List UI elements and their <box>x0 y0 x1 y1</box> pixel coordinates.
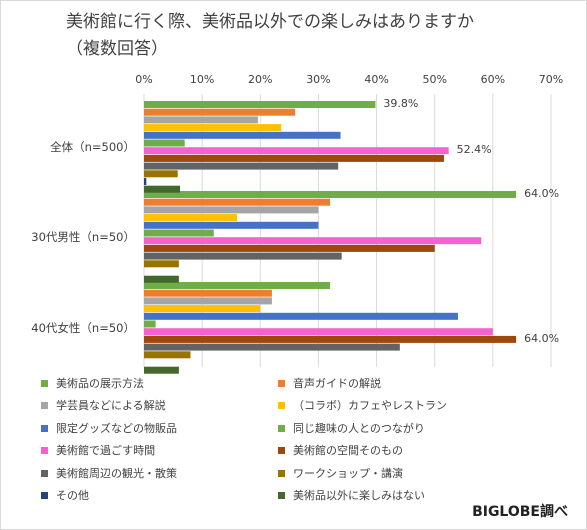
legend-label: その他 <box>56 489 89 502</box>
bar <box>144 170 178 178</box>
legend-label: 美術館周辺の観光・散策 <box>56 466 177 480</box>
bar <box>144 305 261 313</box>
legend-swatch <box>278 469 285 477</box>
data-label: 64.0% <box>524 332 559 345</box>
x-tick-label: 40% <box>364 73 388 86</box>
bar <box>144 116 258 124</box>
bar <box>144 154 445 162</box>
bar <box>144 206 319 214</box>
legend-item: （コラボ）カフェやレストラン <box>278 397 447 413</box>
legend-item: 美術館周辺の観光・散策 <box>41 465 177 481</box>
bar <box>144 282 331 289</box>
x-tick-label: 10% <box>190 73 214 86</box>
bar <box>144 351 191 359</box>
legend-item: 学芸員などによる解説 <box>41 397 166 413</box>
source-credit: BIGLOBE調べ <box>472 504 568 520</box>
data-label: 39.8% <box>383 97 418 110</box>
bar <box>144 162 339 170</box>
legend-label: 美術館の空間そのもの <box>293 444 403 458</box>
legend-item: 美術品の展示方法 <box>41 375 144 391</box>
x-tick-label: 50% <box>422 73 446 86</box>
x-tick-label: 70% <box>539 73 563 86</box>
bar <box>144 275 179 283</box>
bar <box>144 139 185 147</box>
legend-label: 美術館で過ごす時間 <box>56 444 156 458</box>
bar <box>144 335 517 343</box>
bar <box>144 366 179 374</box>
category-label: 40代女性（n=50） <box>31 321 135 335</box>
bar <box>144 237 482 245</box>
legend-swatch <box>278 402 285 410</box>
bar <box>144 252 342 260</box>
bar <box>144 108 296 116</box>
legend-item: 美術品以外に楽しみはない <box>278 487 425 503</box>
x-tick-label: 30% <box>306 73 330 86</box>
bar <box>144 343 400 351</box>
legend-label: ワークショップ・講演 <box>293 466 403 480</box>
bar <box>144 260 179 268</box>
legend-swatch <box>41 469 48 477</box>
legend-swatch <box>41 380 48 387</box>
category-label: 30代男性（n=50） <box>31 230 135 244</box>
bar <box>144 214 238 222</box>
legend-label: 同じ趣味の人とのつながり <box>293 421 425 435</box>
legend-swatch <box>41 424 48 432</box>
bar <box>144 289 272 297</box>
legend-item: ワークショップ・講演 <box>278 465 403 481</box>
bar <box>144 124 282 132</box>
legend-item: 同じ趣味の人とのつながり <box>278 420 425 436</box>
bar <box>144 328 493 336</box>
bar <box>144 131 341 139</box>
legend-label: 美術品の展示方法 <box>56 377 144 390</box>
data-label: 52.4% <box>457 143 492 156</box>
legend-item: その他 <box>41 487 89 503</box>
bar <box>144 312 458 320</box>
bar <box>144 178 147 185</box>
legend-item: 音声ガイドの解説 <box>278 375 381 391</box>
bar <box>144 185 181 193</box>
bar <box>144 221 319 229</box>
bar <box>144 198 331 206</box>
legend-item: 美術館で過ごす時間 <box>41 442 155 458</box>
bar <box>144 244 435 252</box>
legend-swatch <box>278 447 285 455</box>
legend-swatch <box>278 492 285 499</box>
legend-label: （コラボ）カフェやレストラン <box>293 399 447 413</box>
legend-label: 学芸員などによる解説 <box>56 399 166 413</box>
legend-item: 美術館の空間そのもの <box>278 442 403 458</box>
bar <box>144 147 449 155</box>
legend-label: 美術品以外に楽しみはない <box>293 489 425 502</box>
legend-swatch <box>41 402 48 410</box>
x-tick-label: 60% <box>481 73 505 86</box>
legend-item: 限定グッズなどの物販品 <box>41 420 177 436</box>
bar <box>144 191 517 198</box>
legend-swatch <box>41 447 48 455</box>
legend-swatch <box>41 492 48 499</box>
legend-swatch <box>278 424 285 432</box>
bar <box>144 101 376 108</box>
x-tick-label: 20% <box>248 73 272 86</box>
bar <box>144 229 214 237</box>
bar <box>144 297 272 305</box>
legend-swatch <box>278 380 285 387</box>
bar <box>144 320 156 328</box>
chart-title: 美術館に行く際、美術品以外での楽しみはありますか （複数回答） <box>66 12 474 59</box>
data-label: 64.0% <box>524 187 559 200</box>
category-label: 全体（n=500） <box>50 140 135 154</box>
legend-label: 音声ガイドの解説 <box>293 377 381 390</box>
x-tick-label: 0% <box>135 73 152 86</box>
legend-label: 限定グッズなどの物販品 <box>56 421 177 435</box>
